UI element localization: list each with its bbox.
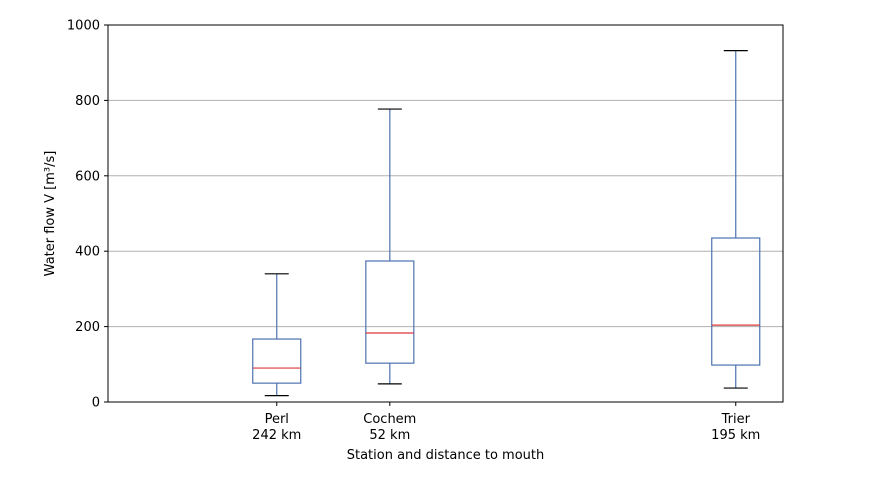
box-series (252, 50, 761, 397)
plot-frame (107, 24, 784, 403)
iqr-box (365, 260, 415, 364)
y-tick-label: 400 (75, 245, 100, 260)
y-tick-label: 200 (75, 320, 100, 335)
box-cochem (365, 108, 415, 385)
y-axis-title: Water flow V [m³/s] (43, 151, 58, 277)
x-tick-distance-label: 52 km (369, 428, 410, 443)
box-perl (252, 273, 302, 397)
x-tick-distance-label: 242 km (252, 428, 301, 443)
y-tick-label: 800 (75, 94, 100, 109)
iqr-box (711, 237, 761, 366)
box-trier (711, 50, 761, 389)
x-axis-title: Station and distance to mouth (347, 448, 545, 463)
x-tick-label: Trier (721, 412, 751, 427)
y-ticks: 0 200 400 600 800 1000 (67, 19, 108, 411)
y-tick-label: 600 (75, 169, 100, 184)
x-tick-label: Cochem (363, 412, 416, 427)
grid-lines (108, 99, 783, 328)
y-tick-label: 0 (92, 396, 100, 411)
x-tick-label: Perl (265, 412, 289, 427)
iqr-box (252, 338, 302, 384)
y-tick-label: 1000 (67, 19, 100, 34)
x-tick-distance-label: 195 km (711, 428, 760, 443)
